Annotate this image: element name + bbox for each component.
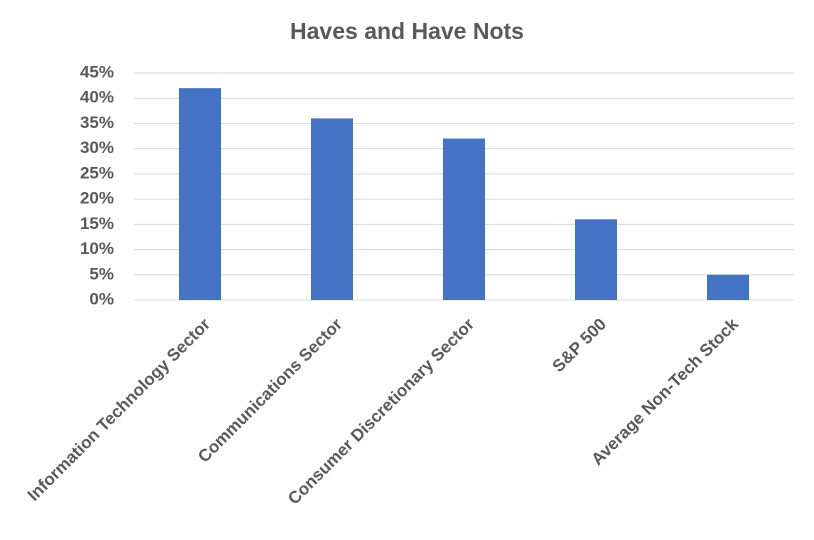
bar [575,219,617,300]
x-tick-label: Communications Sector [194,314,346,466]
y-tick-label: 35% [80,113,114,132]
bar [443,138,485,300]
y-tick-label: 10% [80,239,114,258]
y-tick-label: 0% [89,289,114,308]
bar [707,274,749,300]
x-tick-label: S&P 500 [549,315,610,376]
y-tick-label: 20% [80,189,114,208]
y-tick-label: 45% [80,62,114,81]
x-tick-label: Average Non-Tech Stock [588,314,743,469]
x-tick-label: Information Technology Sector [24,314,214,504]
bar [179,88,221,300]
y-tick-label: 40% [80,88,114,107]
y-tick-label: 25% [80,163,114,182]
bar [311,118,353,301]
y-tick-label: 5% [89,264,114,283]
y-tick-label: 15% [80,214,114,233]
y-tick-label: 30% [80,138,114,157]
chart-title: Haves and Have Nots [290,18,524,44]
